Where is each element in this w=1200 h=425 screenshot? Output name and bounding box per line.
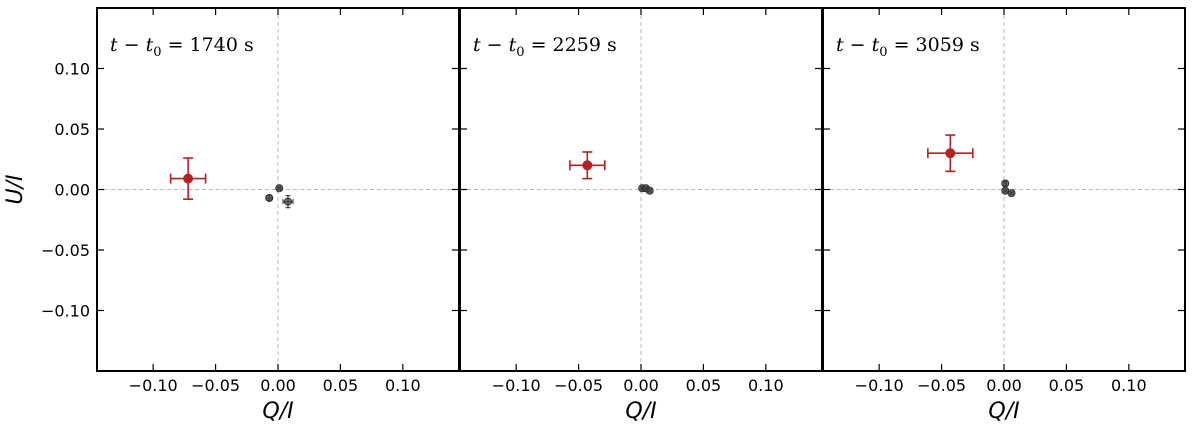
red-data-point [569,151,606,180]
annotation-part: − [118,34,146,56]
x-tick-label: −0.10 [855,376,904,395]
panel-frame [822,7,1186,372]
x-tick-label: 0.00 [623,376,659,395]
annotation-part: − [481,34,509,56]
annotation-part: = 2259 s [525,34,617,56]
annotation-part: = 3059 s [888,34,980,56]
y-tick-label: 0.05 [54,120,90,139]
gray-data-point [265,193,274,202]
x-tick-label: 0.10 [748,376,784,395]
x-tick-label: −0.05 [917,376,966,395]
x-tick-label: −0.10 [129,376,178,395]
data-marker [645,186,654,195]
annotation-part: t [473,34,481,56]
annotation-part: 0 [879,45,887,60]
gray-data-point [645,186,654,195]
gray-data-point [282,194,294,209]
x-tick-label: −0.05 [554,376,603,395]
annotation-part: t [836,34,844,56]
time-annotation: t − t0 = 1740 s [110,34,254,60]
annotation-part: 0 [516,45,524,60]
x-tick-label: 0.00 [986,376,1022,395]
annotation-part: − [844,34,872,56]
x-tick-label: 0.10 [385,376,421,395]
y-tick-label: −0.05 [41,241,90,260]
x-axis-label: Q/I [625,399,656,424]
y-tick-label: 0.10 [54,60,90,79]
annotation-part: t [146,34,154,56]
x-tick-label: −0.05 [191,376,240,395]
gray-data-point [1001,186,1010,195]
x-tick-label: 0.05 [686,376,722,395]
data-marker [945,148,956,159]
data-marker [275,184,284,193]
data-marker [1001,179,1010,188]
data-marker [582,160,593,171]
annotation-part: 0 [153,45,161,60]
panel-2: −0.10 −0.05 0.00 0.05 0.10t − t0 = 2259 sQ/I [459,7,823,424]
y-tick-label: −0.10 [41,302,90,321]
data-marker [265,193,274,202]
data-marker [1007,189,1016,198]
x-axis-label: Q/I [262,399,293,424]
y-tick-label: 0.00 [54,181,90,200]
panel-1: −0.10 −0.05 0.00 0.05 0.100.100.050.00−0.05−… [3,7,460,424]
y-axis-label: U/I [3,174,28,204]
red-data-point [169,157,207,200]
data-marker [183,173,194,184]
annotation-part: t [110,34,118,56]
data-marker [283,197,292,206]
x-tick-label: 0.00 [260,376,296,395]
gray-data-point [1001,179,1010,188]
annotation-part: t [509,34,517,56]
time-annotation: t − t0 = 2259 s [473,34,617,60]
x-tick-label: −0.10 [492,376,541,395]
x-tick-label: 0.10 [1111,376,1147,395]
x-axis-label: Q/I [988,399,1019,424]
annotation-part: = 1740 s [162,34,254,56]
red-data-point [927,134,974,173]
panel-3: −0.10 −0.05 0.00 0.05 0.10t − t0 = 3059 sQ/I [822,7,1186,424]
annotation-part: t [872,34,880,56]
gray-data-point [275,184,284,193]
time-annotation: t − t0 = 3059 s [836,34,980,60]
gray-data-point [1007,189,1016,198]
x-tick-label: 0.05 [323,376,359,395]
x-tick-label: 0.05 [1049,376,1085,395]
